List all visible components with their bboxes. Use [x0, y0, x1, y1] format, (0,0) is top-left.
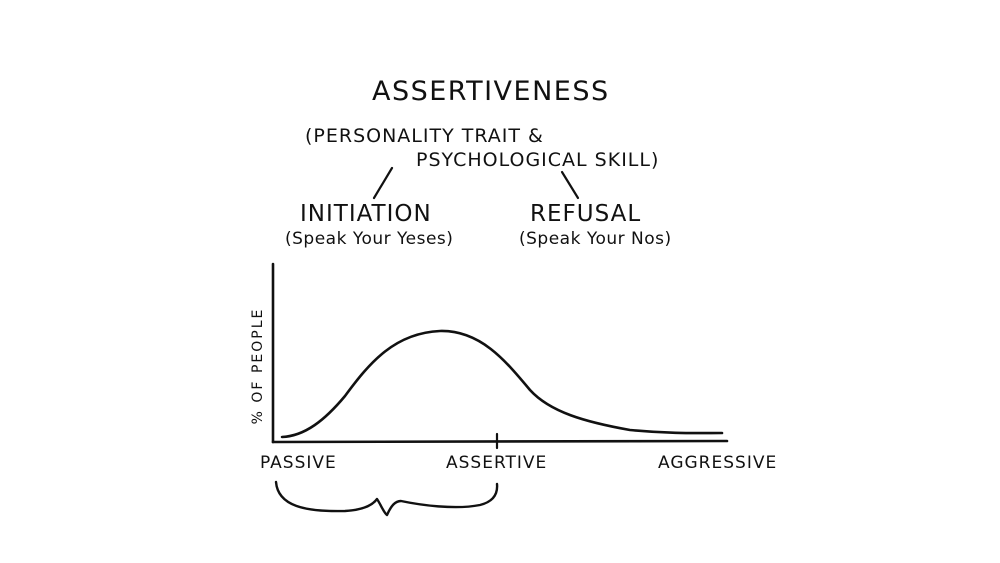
initiation-label: INITIATION: [300, 201, 432, 227]
initiation-description: (Speak Your Yeses): [285, 229, 454, 249]
refusal-label: REFUSAL: [530, 201, 642, 227]
range-brace: [274, 480, 499, 517]
x-tick-label-assertive: ASSERTIVE: [446, 453, 548, 473]
x-axis: [271, 439, 729, 444]
x-tick-label-aggressive: AGGRESSIVE: [658, 453, 778, 473]
connector-line-initiation: [372, 166, 394, 200]
subtitle-line-1: (PERSONALITY TRAIT &: [305, 125, 544, 147]
y-axis-label: % OF PEOPLE: [250, 307, 266, 425]
refusal-description: (Speak Your Nos): [519, 229, 672, 249]
subtitle-line-2: PSYCHOLOGICAL SKILL): [416, 149, 660, 171]
diagram-title: ASSERTIVENESS: [372, 76, 610, 107]
distribution-curve: [280, 329, 724, 439]
connector-line-refusal: [560, 170, 580, 200]
x-tick-label-passive: PASSIVE: [260, 453, 337, 473]
